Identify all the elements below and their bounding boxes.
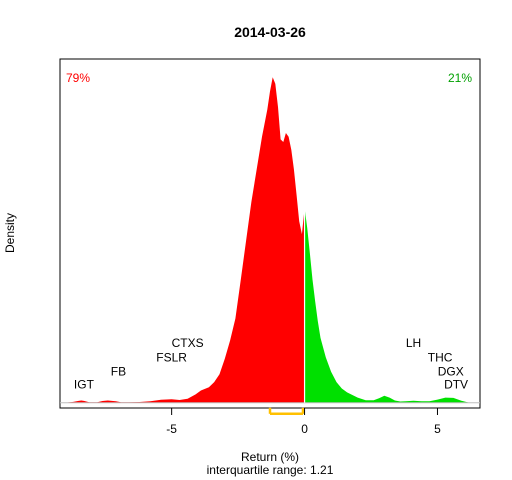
negative-share-label: 79% xyxy=(66,71,90,85)
x-axis: -5 0 5 xyxy=(166,408,441,436)
ticker-label-igt: IGT xyxy=(74,378,95,392)
ticker-label-ctxs: CTXS xyxy=(172,336,204,350)
x-tick-label: 0 xyxy=(301,422,308,436)
ticker-label-dtv: DTV xyxy=(444,378,468,392)
density-area-positive xyxy=(304,208,470,403)
chart-title: 2014-03-26 xyxy=(234,24,306,40)
ticker-label-fslr: FSLR xyxy=(156,350,187,364)
ticker-label-dgx: DGX xyxy=(438,365,464,379)
x-tick-label: -5 xyxy=(166,422,177,436)
positive-share-label: 21% xyxy=(448,71,472,85)
iqr-subtitle: interquartile range: 1.21 xyxy=(207,463,334,477)
iqr-layer xyxy=(268,407,305,416)
y-axis-label: Density xyxy=(3,213,17,253)
x-tick-label: 5 xyxy=(434,422,441,436)
x-axis-label: Return (%) xyxy=(241,450,299,464)
ticker-label-fb: FB xyxy=(111,365,126,379)
density-area-negative xyxy=(65,77,305,403)
ticker-label-thc: THC xyxy=(428,350,453,364)
ticker-label-lh: LH xyxy=(406,336,421,350)
density-layer xyxy=(60,77,480,404)
